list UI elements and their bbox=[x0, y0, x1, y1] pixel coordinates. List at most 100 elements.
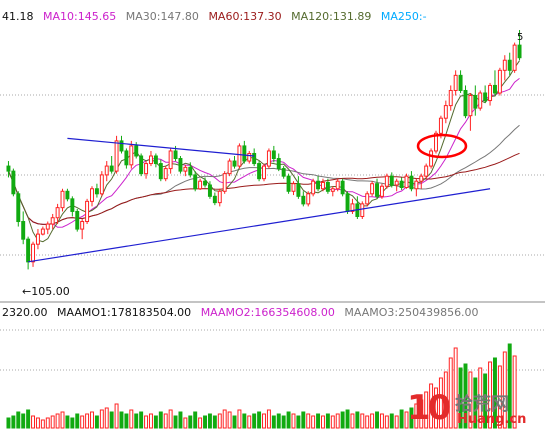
volume-bar bbox=[50, 415, 55, 429]
maamo1-label: MAAMO1:178183504.00 bbox=[57, 306, 192, 319]
candle-body bbox=[109, 165, 114, 172]
candle-body bbox=[478, 92, 483, 109]
candle-body bbox=[148, 155, 153, 165]
candle-body bbox=[134, 145, 139, 157]
candle-body bbox=[80, 221, 85, 230]
candle-body bbox=[168, 150, 173, 170]
volume-bar bbox=[438, 377, 443, 429]
candle-body bbox=[237, 145, 242, 167]
volume-bar bbox=[163, 413, 168, 429]
candle-body bbox=[311, 180, 316, 195]
price-gridlines bbox=[0, 94, 545, 371]
volume-bar bbox=[257, 411, 262, 429]
volume-bar bbox=[394, 415, 399, 429]
candle-body bbox=[99, 174, 104, 195]
candle-body bbox=[316, 180, 321, 190]
volume-bar bbox=[325, 413, 330, 429]
candle-body bbox=[507, 59, 512, 71]
candle-body bbox=[488, 84, 493, 102]
candle-body bbox=[330, 188, 335, 192]
volume-bar bbox=[488, 361, 493, 429]
volume-bar bbox=[85, 413, 90, 429]
candle-body bbox=[345, 193, 350, 212]
volume-bar bbox=[212, 415, 217, 429]
trendline-1 bbox=[67, 137, 255, 157]
candle-body bbox=[35, 233, 40, 245]
volume-bar bbox=[350, 413, 355, 429]
volume-header: 2320.00 MAAMO1:178183504.00 MAAMO2:16635… bbox=[2, 306, 485, 319]
volume-bar bbox=[478, 367, 483, 429]
candle-body bbox=[281, 168, 286, 177]
watermark-cn: 拾荒网 bbox=[455, 394, 509, 415]
volume-bar bbox=[227, 411, 232, 429]
volume-bar bbox=[384, 415, 389, 429]
candle-body bbox=[306, 193, 311, 205]
candle-body bbox=[173, 150, 178, 160]
candle-body bbox=[198, 180, 203, 190]
volume-bar bbox=[458, 367, 463, 429]
candle-body bbox=[434, 132, 438, 152]
maamo2-label: MAAMO2:166354608.00 bbox=[200, 306, 335, 319]
volume-bar bbox=[360, 413, 365, 429]
volume-bar bbox=[188, 415, 193, 429]
volume-bar bbox=[144, 415, 149, 429]
candle-body bbox=[438, 117, 443, 134]
maamo3-label: MAAMO3:250439856.00 bbox=[344, 306, 479, 319]
volume-bar bbox=[60, 411, 65, 429]
volume-bar bbox=[178, 411, 183, 429]
volume-bar bbox=[148, 413, 153, 429]
volume-bar bbox=[26, 409, 31, 429]
candle-body bbox=[232, 160, 237, 167]
volume-bar bbox=[242, 413, 247, 429]
volume-bar bbox=[16, 411, 21, 429]
candle-body bbox=[473, 95, 478, 109]
volume-bar bbox=[316, 413, 321, 429]
volume-bar bbox=[247, 415, 252, 429]
volume-bar bbox=[296, 415, 301, 429]
volume-bar bbox=[168, 409, 173, 429]
price-header: 41.18 MA10:145.65 MA30:147.80 MA60:137.3… bbox=[2, 10, 433, 23]
volume-bar bbox=[90, 411, 94, 429]
volume-bar bbox=[266, 409, 271, 429]
volume-bar bbox=[45, 417, 50, 429]
volume-bar bbox=[330, 415, 335, 429]
candle-body bbox=[365, 193, 370, 205]
volume-bar bbox=[207, 413, 212, 429]
candle-body bbox=[6, 165, 11, 172]
volume-bar bbox=[320, 415, 325, 429]
volume-bar bbox=[379, 413, 384, 429]
candle-body bbox=[21, 221, 26, 240]
candle-body bbox=[325, 181, 330, 192]
volume-bar bbox=[109, 411, 114, 429]
ma60-label: MA60:137.30 bbox=[208, 10, 282, 23]
candle-body bbox=[286, 175, 291, 192]
volume-bar bbox=[429, 383, 434, 429]
volume-bar bbox=[173, 415, 178, 429]
candle-body bbox=[139, 155, 144, 175]
volume-bar bbox=[497, 365, 502, 429]
candle-body bbox=[90, 188, 94, 202]
volume-bar bbox=[483, 373, 488, 429]
volume-bar bbox=[502, 351, 507, 429]
volume-bar bbox=[75, 413, 80, 429]
volume-bar bbox=[492, 357, 497, 429]
candle-body bbox=[11, 170, 16, 195]
candle-body bbox=[114, 140, 119, 172]
candle-body bbox=[183, 166, 188, 172]
volume-bar bbox=[252, 413, 257, 429]
watermark-number: 10 bbox=[407, 388, 451, 428]
volume-bar bbox=[21, 413, 26, 429]
watermark-logo: 10 拾荒网 Huang.cn bbox=[407, 388, 539, 432]
volume-bar bbox=[291, 413, 296, 429]
candle-body bbox=[55, 207, 60, 219]
candle-body bbox=[207, 184, 212, 197]
candle-body bbox=[16, 193, 21, 223]
candle-body bbox=[266, 150, 271, 167]
candle-body bbox=[129, 145, 134, 166]
volume-bar bbox=[448, 357, 453, 429]
volume-bar bbox=[129, 409, 134, 429]
candle-body bbox=[257, 163, 262, 180]
volume-bar bbox=[419, 399, 424, 429]
volume-bar bbox=[217, 413, 222, 429]
